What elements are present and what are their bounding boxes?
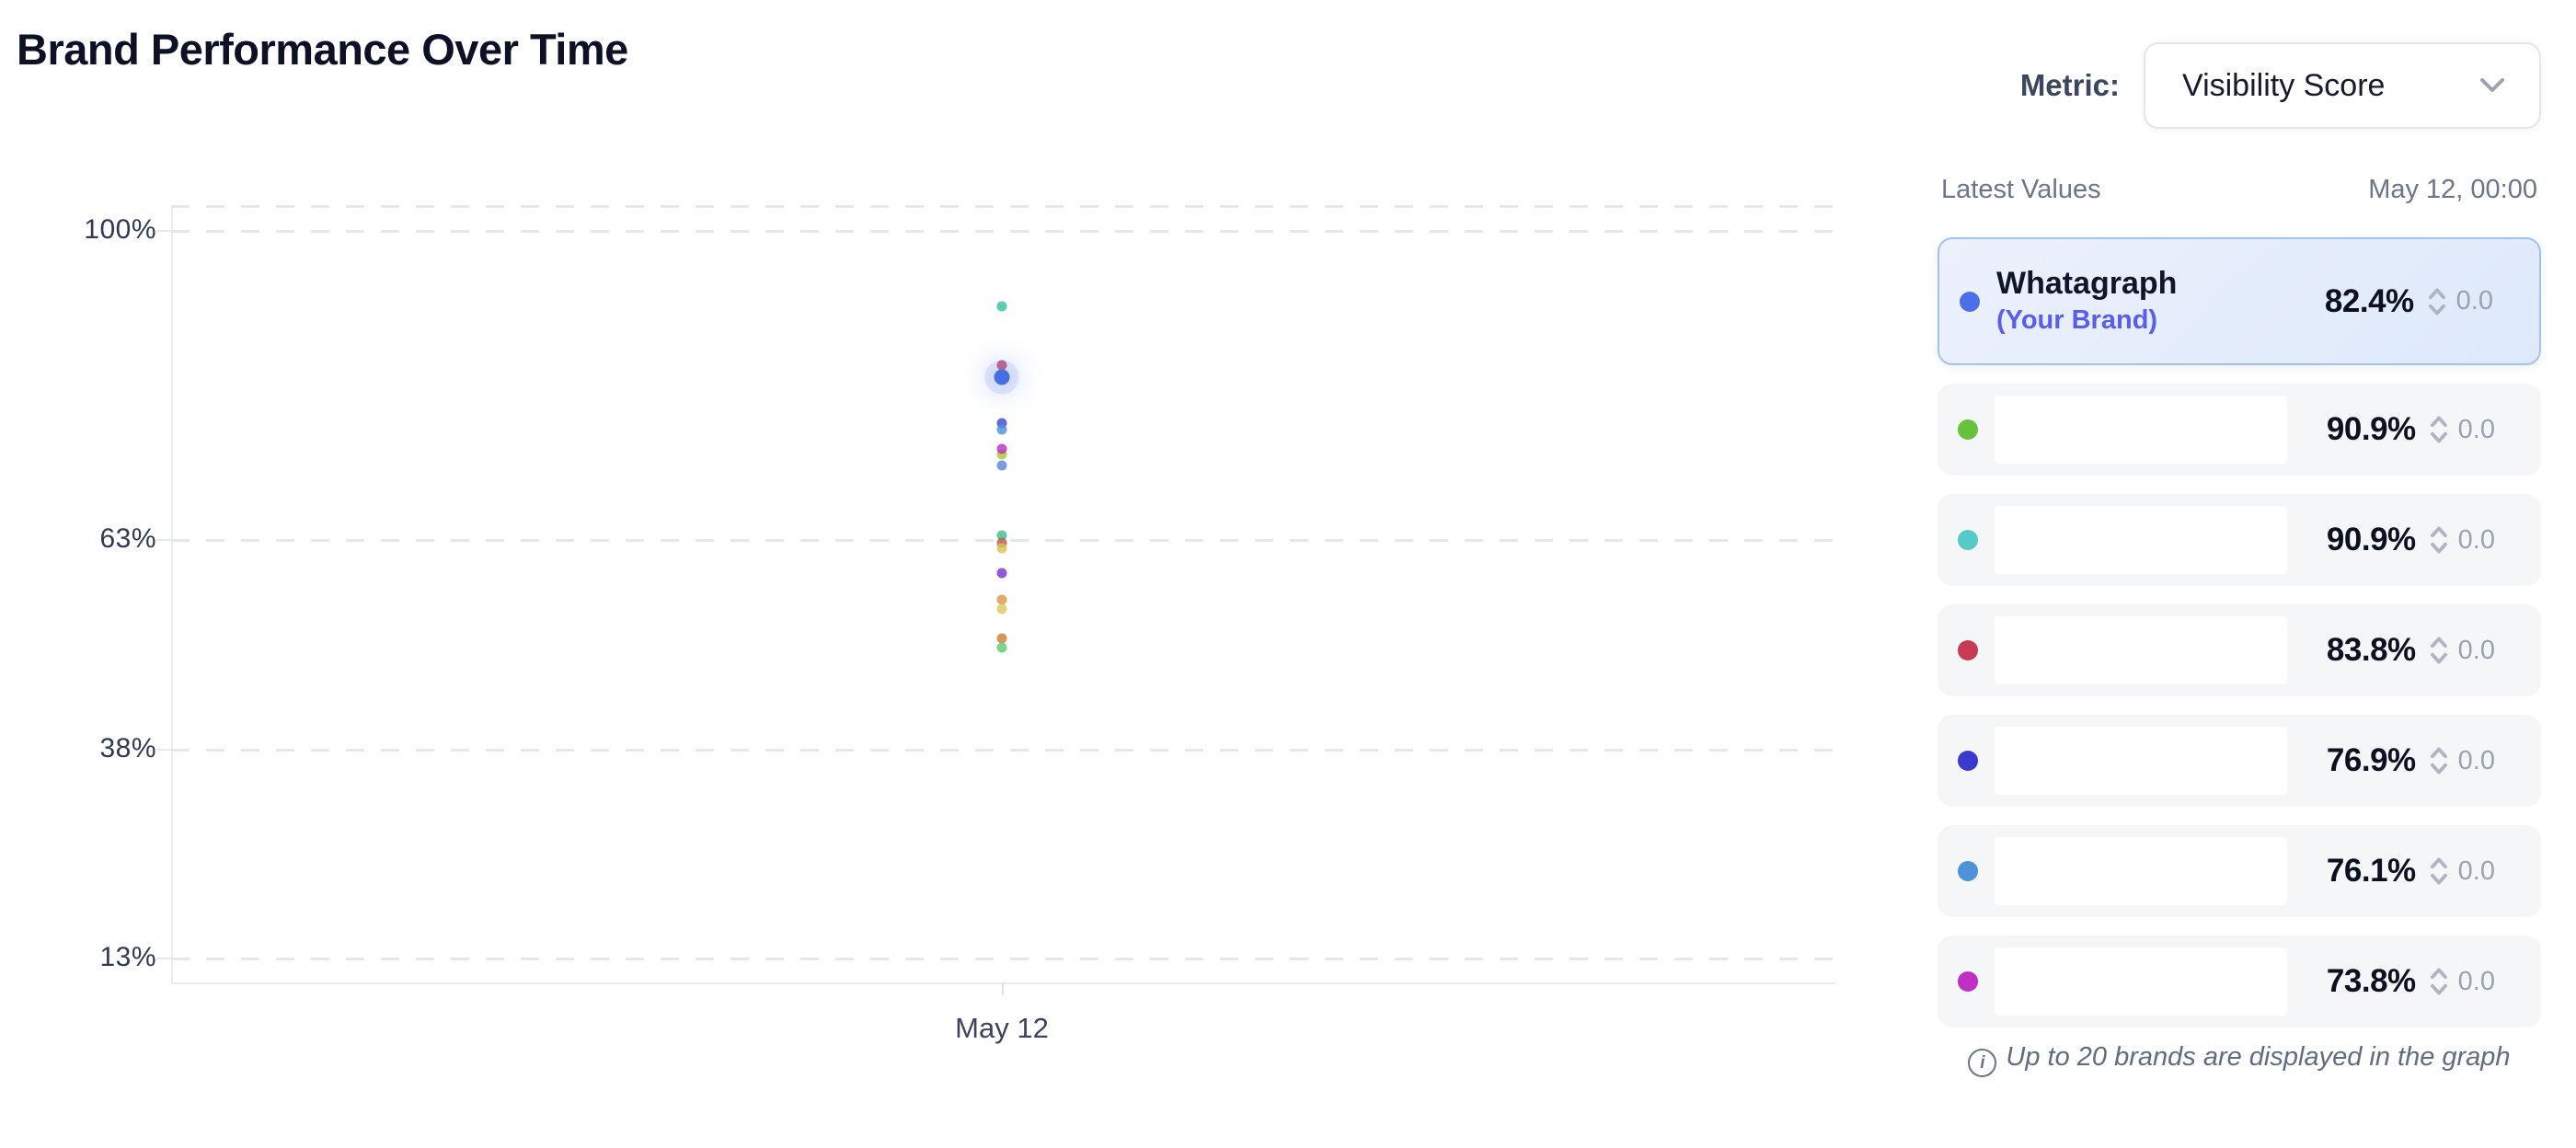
brand-value: 73.8% <box>2326 963 2416 999</box>
brand-value: 90.9% <box>2326 411 2416 447</box>
info-icon: i <box>1968 1049 1997 1077</box>
data-point[interactable] <box>996 633 1007 644</box>
brand-row[interactable]: 76.1% 0.0 <box>1938 825 2541 917</box>
brands-limit-note-text: Up to 20 brands are displayed in the gra… <box>2006 1042 2511 1072</box>
data-point[interactable] <box>996 543 1007 554</box>
brand-name-redacted <box>1995 837 2287 905</box>
brand-color-dot <box>1958 751 1978 771</box>
gridline-top <box>171 205 1835 208</box>
brand-name-block <box>1995 947 2327 1016</box>
metric-label: Metric: <box>2019 68 2120 102</box>
brand-delta: 0.0 <box>2457 414 2495 444</box>
data-point[interactable] <box>996 594 1007 605</box>
brand-color-dot <box>1958 971 1978 992</box>
y-axis-tick-label: 13% <box>99 942 156 972</box>
brand-value: 82.4% <box>2324 282 2414 319</box>
updown-icon <box>2430 526 2447 554</box>
data-point[interactable] <box>996 537 1007 548</box>
y-axis-tick-label: 63% <box>99 523 156 554</box>
brand-row[interactable]: 73.8% 0.0 <box>1938 936 2541 1027</box>
brand-color-dot <box>1958 861 1978 881</box>
brand-row[interactable]: 90.9% 0.0 <box>1938 494 2541 586</box>
gridline <box>171 749 1835 752</box>
data-point[interactable] <box>996 530 1007 541</box>
brand-rows-list: Whatagraph (Your Brand) 82.4% 0.0 90.9% 0.0 90… <box>1938 237 2541 1046</box>
brand-delta: 0.0 <box>2455 286 2493 316</box>
brand-name-redacted <box>1995 506 2287 574</box>
brand-name-block <box>1995 616 2327 684</box>
metric-dropdown-value: Visibility Score <box>2182 67 2386 103</box>
brand-delta: 0.0 <box>2457 524 2495 555</box>
y-tick-mark <box>156 958 171 959</box>
updown-icon <box>2430 747 2447 775</box>
metric-dropdown[interactable]: Visibility Score <box>2144 42 2541 129</box>
brand-value: 76.9% <box>2326 742 2416 778</box>
brand-name-redacted <box>1995 396 2287 464</box>
y-tick-mark <box>156 230 171 232</box>
brand-color-dot <box>1958 419 1978 440</box>
your-brand-label: (Your Brand) <box>1996 304 2158 335</box>
y-tick-mark <box>156 749 171 751</box>
brand-value: 90.9% <box>2326 522 2416 557</box>
brand-color-dot <box>1960 291 1980 312</box>
latest-values-title: Latest Values <box>1941 175 2101 204</box>
brand-name-block: Whatagraph (Your Brand) <box>1996 266 2325 335</box>
data-point[interactable] <box>996 460 1007 471</box>
data-point-your-brand[interactable] <box>994 369 1010 385</box>
brand-name-block <box>1995 506 2327 574</box>
brand-name: Whatagraph <box>1996 266 2178 302</box>
gridline <box>171 958 1835 960</box>
brand-delta: 0.0 <box>2457 855 2495 886</box>
brand-row[interactable]: 76.9% 0.0 <box>1938 715 2541 807</box>
brand-color-dot <box>1958 530 1978 550</box>
data-point[interactable] <box>996 418 1007 429</box>
latest-values-header: Latest Values May 12, 00:00 <box>1938 175 2541 205</box>
page-title: Brand Performance Over Time <box>17 25 628 74</box>
brand-name-block <box>1995 727 2327 795</box>
brand-name-redacted <box>1995 616 2287 684</box>
brand-row[interactable]: 90.9% 0.0 <box>1938 384 2541 476</box>
y-axis-tick-label: 100% <box>84 214 156 245</box>
x-axis-tick-label: May 12 <box>955 1012 1049 1044</box>
chevron-down-icon <box>2480 78 2504 92</box>
brands-limit-note: i Up to 20 brands are displayed in the gr… <box>1938 1038 2541 1077</box>
brand-name-block <box>1995 396 2327 464</box>
brand-row-your-brand[interactable]: Whatagraph (Your Brand) 82.4% 0.0 <box>1938 237 2541 365</box>
updown-icon <box>2430 637 2447 664</box>
brand-delta: 0.0 <box>2457 966 2495 996</box>
latest-values-panel: Latest Values May 12, 00:00 Whatagraph (Y… <box>1938 175 2541 1077</box>
data-point[interactable] <box>996 443 1007 454</box>
brand-row[interactable]: 83.8% 0.0 <box>1938 604 2541 696</box>
brand-color-dot <box>1958 640 1978 660</box>
data-point[interactable] <box>996 449 1007 460</box>
brand-delta: 0.0 <box>2457 635 2495 665</box>
gridline <box>171 230 1835 233</box>
updown-icon <box>2430 968 2447 995</box>
latest-values-timestamp: May 12, 00:00 <box>2368 175 2537 204</box>
x-tick-mark <box>1002 982 1004 995</box>
brand-name-redacted <box>1995 947 2287 1016</box>
data-point[interactable] <box>996 603 1007 614</box>
y-axis-tick-label: 38% <box>99 733 156 763</box>
data-point[interactable] <box>996 301 1007 312</box>
data-point[interactable] <box>996 360 1007 371</box>
brand-name-redacted <box>1995 727 2287 795</box>
data-point[interactable] <box>996 642 1007 653</box>
brand-delta: 0.0 <box>2457 745 2495 775</box>
metric-control: Metric: Visibility Score <box>2020 42 2541 129</box>
brand-value: 83.8% <box>2326 632 2416 668</box>
data-point[interactable] <box>996 568 1007 579</box>
updown-icon <box>2430 416 2447 443</box>
data-point[interactable] <box>996 424 1007 435</box>
y-tick-mark <box>156 539 171 541</box>
updown-icon <box>2428 288 2445 315</box>
y-axis-line <box>171 205 173 982</box>
brand-name-block <box>1995 837 2327 905</box>
brand-value: 76.1% <box>2326 853 2416 889</box>
updown-icon <box>2430 857 2447 885</box>
